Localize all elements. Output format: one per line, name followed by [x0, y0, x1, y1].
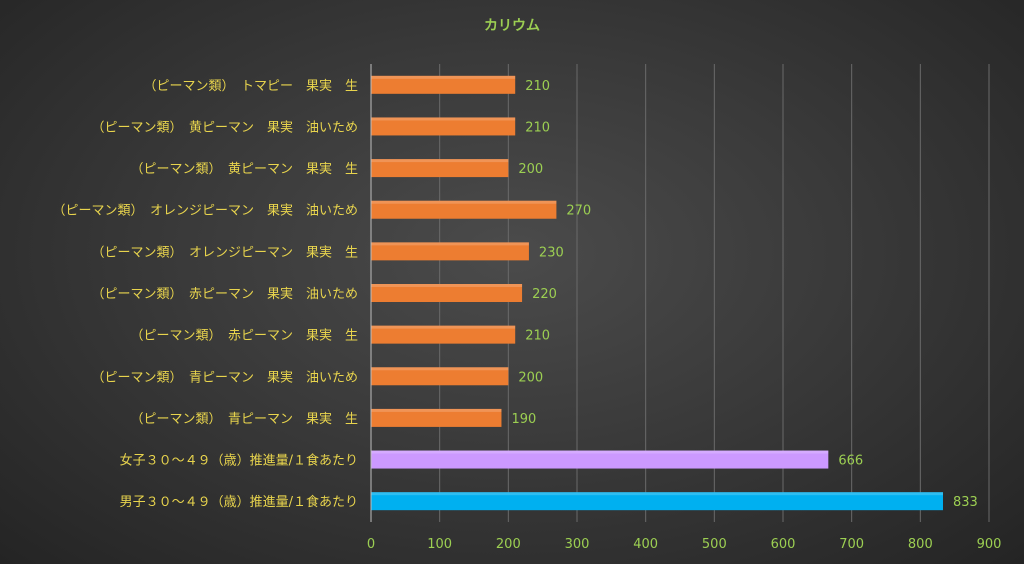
bar	[371, 492, 943, 511]
bar-highlight	[371, 325, 516, 329]
bar-highlight	[371, 367, 509, 371]
x-tick-label: 200	[496, 537, 521, 552]
category-label: （ピーマン類） 黄ピーマン 果実 油いため	[91, 119, 358, 135]
x-tick-label: 900	[977, 537, 1002, 552]
data-label: 220	[532, 287, 557, 302]
bar	[371, 242, 529, 261]
bar	[371, 200, 557, 219]
bar-highlight	[371, 242, 529, 246]
bar	[371, 325, 516, 344]
bar	[371, 408, 502, 427]
category-label: （ピーマン類） トマピー 果実 生	[143, 78, 358, 94]
bars	[371, 75, 943, 511]
data-label: 210	[525, 120, 550, 135]
category-label: （ピーマン類） 黄ピーマン 果実 生	[130, 161, 358, 177]
chart-title: カリウム	[484, 18, 540, 34]
bar-highlight	[371, 75, 516, 79]
category-label: 男子３０～４９（歳）推進量/１食あたり	[120, 494, 358, 510]
x-tick-label: 500	[702, 537, 727, 552]
bar	[371, 450, 829, 469]
category-label: （ピーマン類） 赤ピーマン 果実 油いため	[91, 286, 358, 302]
x-tick-label: 800	[908, 537, 933, 552]
x-tick-label: 300	[565, 537, 590, 552]
data-label: 666	[838, 454, 863, 469]
labels: 0 100 200 300 400 500 600 700 800 900 210 （ピーマン類） ト…	[52, 78, 1001, 552]
category-label: （ピーマン類） 青ピーマン 果実 生	[130, 411, 358, 427]
bar-highlight	[371, 159, 509, 163]
data-label: 230	[539, 245, 564, 260]
x-tick-label: 0	[367, 537, 375, 552]
data-label: 200	[518, 370, 543, 385]
x-tick-label: 600	[771, 537, 796, 552]
data-label: 190	[511, 412, 536, 427]
bar-highlight	[371, 450, 829, 454]
data-label: 833	[953, 495, 978, 510]
bar-highlight	[371, 284, 523, 287]
x-tick-label: 400	[633, 537, 658, 552]
bar	[371, 117, 516, 136]
bar-highlight	[371, 200, 557, 204]
data-label: 210	[525, 329, 550, 344]
bar-highlight	[371, 492, 943, 496]
gridlines	[439, 64, 990, 522]
category-label: （ピーマン類） 青ピーマン 果実 油いため	[91, 369, 358, 385]
category-label: （ピーマン類） 赤ピーマン 果実 生	[130, 328, 358, 344]
bar	[371, 284, 523, 302]
data-label: 270	[566, 204, 591, 219]
category-label: 女子３０～４９（歳）推進量/１食あたり	[120, 453, 358, 469]
bar	[371, 367, 509, 386]
x-tick-label: 700	[839, 537, 864, 552]
data-label: 210	[525, 79, 550, 94]
x-tick-label: 100	[427, 537, 452, 552]
bar-highlight	[371, 408, 502, 412]
data-label: 200	[518, 162, 543, 177]
category-label: （ピーマン類） オレンジピーマン 果実 生	[91, 244, 358, 260]
bar	[371, 159, 509, 178]
bar	[371, 75, 516, 94]
category-label: （ピーマン類） オレンジピーマン 果実 油いため	[52, 203, 358, 219]
bar-highlight	[371, 117, 516, 121]
